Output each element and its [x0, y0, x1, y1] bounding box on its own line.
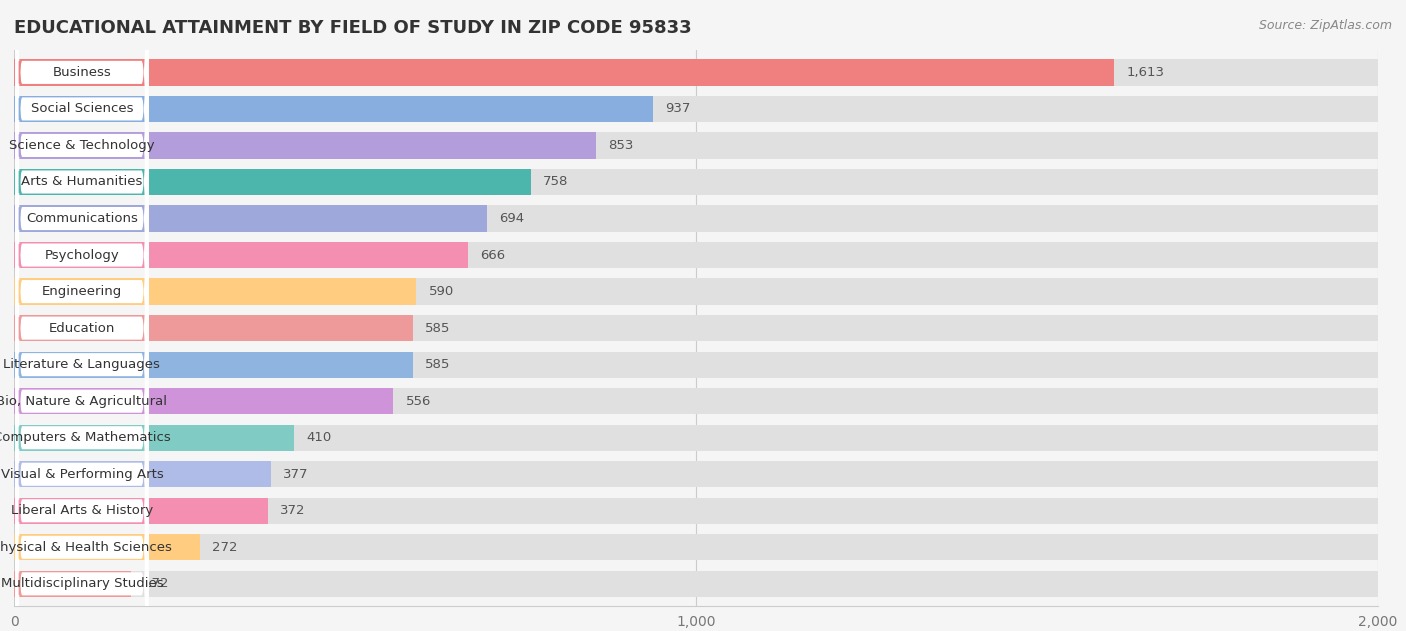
- Text: Visual & Performing Arts: Visual & Performing Arts: [0, 468, 163, 481]
- Text: 585: 585: [425, 358, 451, 371]
- Text: 585: 585: [425, 322, 451, 334]
- Text: Source: ZipAtlas.com: Source: ZipAtlas.com: [1258, 19, 1392, 32]
- Bar: [14, 278, 416, 305]
- Bar: [14, 96, 1378, 122]
- Text: Business: Business: [52, 66, 111, 79]
- Bar: [14, 315, 1378, 341]
- FancyBboxPatch shape: [15, 11, 149, 631]
- Text: Education: Education: [49, 322, 115, 334]
- Text: Multidisciplinary Studies: Multidisciplinary Studies: [0, 577, 163, 591]
- FancyBboxPatch shape: [15, 0, 149, 572]
- Bar: [14, 534, 1378, 560]
- Text: Liberal Arts & History: Liberal Arts & History: [11, 504, 153, 517]
- Bar: [14, 461, 1378, 487]
- Bar: [14, 425, 294, 451]
- Bar: [14, 461, 271, 487]
- Bar: [14, 534, 200, 560]
- Text: 590: 590: [429, 285, 454, 298]
- Text: Bio, Nature & Agricultural: Bio, Nature & Agricultural: [0, 394, 167, 408]
- FancyBboxPatch shape: [15, 0, 149, 499]
- Text: 853: 853: [607, 139, 633, 152]
- Bar: [14, 205, 488, 232]
- Bar: [14, 425, 1378, 451]
- FancyBboxPatch shape: [15, 0, 149, 631]
- Text: 410: 410: [307, 431, 332, 444]
- Text: Physical & Health Sciences: Physical & Health Sciences: [0, 541, 172, 554]
- Bar: [14, 169, 1378, 195]
- Text: 272: 272: [212, 541, 238, 554]
- FancyBboxPatch shape: [15, 230, 149, 631]
- FancyBboxPatch shape: [15, 0, 149, 631]
- Text: Social Sciences: Social Sciences: [31, 102, 134, 115]
- Bar: [14, 315, 413, 341]
- FancyBboxPatch shape: [15, 0, 149, 463]
- Bar: [14, 169, 531, 195]
- Bar: [14, 498, 1378, 524]
- Text: 666: 666: [481, 249, 506, 262]
- Bar: [14, 351, 413, 378]
- Bar: [14, 96, 652, 122]
- Bar: [14, 388, 1378, 415]
- Text: EDUCATIONAL ATTAINMENT BY FIELD OF STUDY IN ZIP CODE 95833: EDUCATIONAL ATTAINMENT BY FIELD OF STUDY…: [14, 19, 692, 37]
- Text: 377: 377: [284, 468, 309, 481]
- Text: 694: 694: [499, 212, 524, 225]
- Bar: [14, 205, 1378, 232]
- Bar: [14, 242, 1378, 268]
- Text: Psychology: Psychology: [45, 249, 120, 262]
- Text: Engineering: Engineering: [42, 285, 122, 298]
- Text: 556: 556: [405, 394, 430, 408]
- Bar: [14, 133, 1378, 158]
- Bar: [14, 570, 131, 597]
- Bar: [14, 351, 1378, 378]
- Bar: [14, 59, 1378, 86]
- Text: 1,613: 1,613: [1126, 66, 1164, 79]
- FancyBboxPatch shape: [15, 0, 149, 426]
- Bar: [14, 498, 267, 524]
- Bar: [14, 133, 596, 158]
- Bar: [14, 242, 468, 268]
- FancyBboxPatch shape: [15, 194, 149, 631]
- Bar: [14, 59, 1114, 86]
- Text: Literature & Languages: Literature & Languages: [3, 358, 160, 371]
- Text: Computers & Mathematics: Computers & Mathematics: [0, 431, 170, 444]
- FancyBboxPatch shape: [15, 121, 149, 631]
- Bar: [14, 388, 394, 415]
- Text: Science & Technology: Science & Technology: [8, 139, 155, 152]
- FancyBboxPatch shape: [15, 0, 149, 609]
- Text: 172: 172: [143, 577, 169, 591]
- Text: 372: 372: [280, 504, 305, 517]
- FancyBboxPatch shape: [15, 84, 149, 631]
- FancyBboxPatch shape: [15, 0, 149, 536]
- Text: Arts & Humanities: Arts & Humanities: [21, 175, 142, 189]
- Text: 758: 758: [543, 175, 568, 189]
- Bar: [14, 570, 1378, 597]
- FancyBboxPatch shape: [15, 157, 149, 631]
- Bar: [14, 278, 1378, 305]
- Text: 937: 937: [665, 102, 690, 115]
- Text: Communications: Communications: [25, 212, 138, 225]
- FancyBboxPatch shape: [15, 47, 149, 631]
